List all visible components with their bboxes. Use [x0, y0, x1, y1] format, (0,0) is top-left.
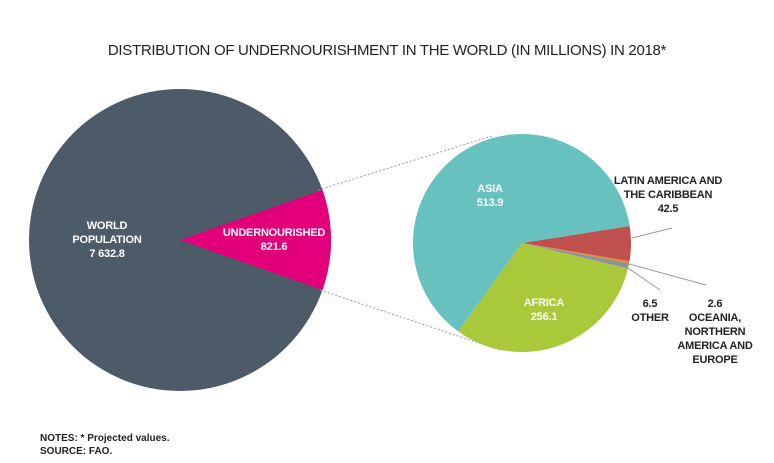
pie-slice: [522, 243, 630, 269]
category-label: WORLD POPULATION: [72, 220, 142, 246]
leader-line: [628, 263, 707, 286]
value-label: 7 632.8: [89, 248, 125, 260]
slice-label: AFRICA 256.1: [504, 296, 584, 324]
value-label: 2.6: [707, 298, 723, 310]
notes: NOTES: * Projected values. SOURCE: FAO.: [40, 432, 170, 458]
note: SOURCE: FAO.: [40, 446, 113, 457]
value-label: 821.6: [260, 241, 288, 253]
pie-slice: [458, 243, 628, 352]
slice-label: WORLD POPULATION 7 632.8: [67, 219, 147, 261]
slice-label: ASIA 513.9: [450, 182, 530, 210]
category-label: ASIA: [477, 183, 503, 195]
note: NOTES: * Projected values.: [40, 433, 170, 444]
category-label: LATIN AMERICA AND THE CARIBBEAN: [613, 175, 723, 201]
slice-label: UNDERNOURISHED 821.6: [219, 226, 329, 254]
pie-slice: [180, 189, 331, 291]
slice-label: LATIN AMERICA AND THE CARIBBEAN 42.5: [608, 174, 728, 216]
category-label: OCEANIA, NORTHERN AMERICA AND EUROPE: [677, 312, 753, 366]
value-label: 256.1: [530, 311, 558, 323]
category-label: UNDERNOURISHED: [222, 227, 326, 239]
category-label: AFRICA: [523, 297, 565, 309]
pie-slice: [522, 225, 631, 262]
category-label: OTHER: [631, 312, 669, 324]
chart-title: DISTRIBUTION OF UNDERNOURISHMENT IN THE …: [107, 42, 667, 59]
value-label: 6.5: [642, 298, 658, 310]
value-label: 513.9: [476, 197, 504, 209]
leader-line: [627, 267, 661, 291]
slice-label: 2.6 OCEANIA, NORTHERN AMERICA AND EUROPE: [665, 297, 765, 367]
value-label: 42.5: [657, 203, 679, 215]
pie-slice: [412, 134, 630, 332]
leader-line: [631, 227, 673, 239]
pie-slice: [522, 243, 630, 264]
slice-label: 6.5 OTHER: [620, 297, 680, 325]
